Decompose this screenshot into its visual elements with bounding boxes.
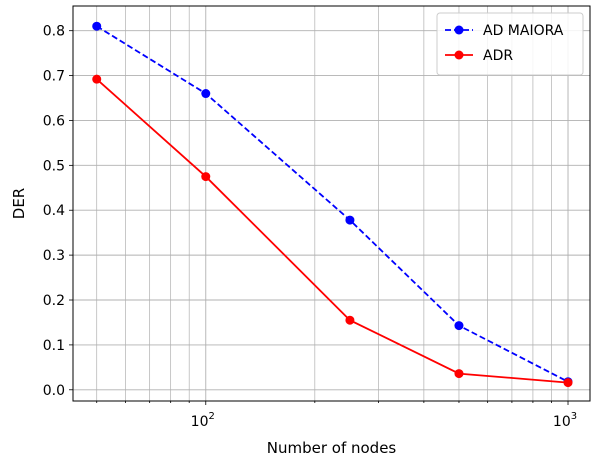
y-tick-label: 0.3 — [43, 248, 65, 264]
legend-label: AD MAIORA — [483, 23, 564, 39]
y-tick-label: 0.7 — [43, 69, 65, 85]
x-tick-exponent: 3 — [571, 411, 577, 422]
y-tick-label: 0.8 — [43, 24, 65, 40]
series-line — [96, 78, 569, 384]
y-tick-label: 0.0 — [43, 383, 65, 399]
x-tick-label: 102 — [191, 411, 215, 430]
x-axis-label: Number of nodes — [267, 439, 397, 457]
data-point — [201, 172, 211, 182]
y-tick-label: 0.6 — [43, 113, 65, 129]
data-point — [563, 378, 573, 388]
x-tick-exponent: 2 — [208, 411, 214, 422]
data-point — [345, 315, 355, 325]
series-line — [96, 25, 569, 383]
data-point — [201, 89, 211, 99]
x-tick-label: 103 — [553, 411, 577, 430]
x-tick-base: 10 — [191, 414, 209, 430]
y-tick-label: 0.1 — [43, 338, 65, 354]
y-axis-label: DER — [10, 188, 28, 219]
legend: AD MAIORA ADR — [436, 12, 584, 76]
y-tick-label: 0.2 — [43, 293, 65, 309]
legend-marker — [454, 50, 464, 60]
legend-box — [436, 12, 584, 76]
y-tick-label: 0.4 — [43, 203, 65, 219]
plot-frame — [72, 5, 591, 402]
series-layer — [92, 21, 573, 388]
data-point — [454, 321, 464, 331]
data-point — [345, 215, 355, 225]
legend-marker — [454, 25, 464, 35]
data-point — [454, 369, 464, 379]
data-point — [92, 21, 102, 31]
y-tick-label: 0.5 — [43, 158, 65, 174]
legend-label: ADR — [483, 48, 513, 64]
data-point — [92, 74, 102, 84]
x-tick-base: 10 — [553, 414, 571, 430]
